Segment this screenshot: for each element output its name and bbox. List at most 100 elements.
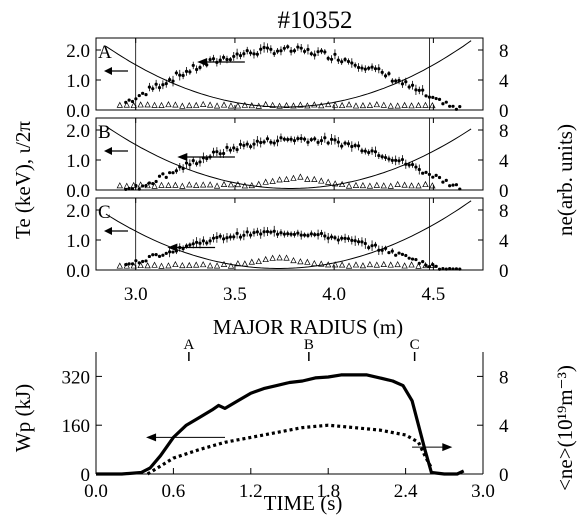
ne-point (429, 261, 436, 268)
te-point (458, 104, 462, 109)
te-point (154, 179, 158, 184)
ne-point (297, 101, 304, 108)
panel-label: C (98, 202, 111, 223)
te-point (157, 254, 162, 258)
figure-title: #10352 (278, 7, 353, 34)
panel-frame (95, 37, 484, 111)
te-point (130, 187, 135, 191)
ne-point (415, 182, 422, 189)
ne-point (137, 101, 144, 108)
ne-point (345, 262, 353, 269)
te-point (394, 253, 398, 257)
te-point (444, 267, 448, 271)
ne-point (158, 262, 165, 269)
ne-point (394, 102, 401, 109)
ne-point (311, 260, 318, 267)
axis-arrowhead (197, 58, 208, 66)
ne-point (151, 101, 158, 108)
te-point (127, 262, 131, 266)
ne-point (325, 101, 332, 108)
ne-point (415, 262, 422, 269)
te-point (400, 252, 405, 256)
ne-point (262, 255, 269, 263)
trace-x-tick-label: 1.2 (239, 481, 263, 502)
ne-point (345, 101, 353, 108)
ne-point (380, 260, 387, 268)
te-point (437, 267, 442, 271)
y-left-tick-label: 2.0 (66, 201, 90, 222)
trace-y-right-tick-label: 4 (499, 416, 509, 437)
ne-point (144, 101, 151, 108)
ne-point (186, 181, 193, 188)
te-point (407, 256, 411, 260)
ne-point (283, 254, 290, 261)
iota-curve (105, 200, 472, 269)
ne-point (248, 102, 255, 109)
ne-point (387, 102, 394, 109)
te-point (161, 253, 165, 257)
te-point (448, 184, 452, 188)
te-point (437, 175, 442, 180)
ne-point (206, 262, 214, 269)
te-point (151, 253, 155, 257)
ne-point (318, 260, 325, 267)
ne-point (199, 181, 207, 188)
ne-point (213, 262, 221, 269)
ne-point (408, 102, 415, 109)
te-point (141, 91, 145, 95)
trace-y-right-label: <ne>(10¹⁹m⁻³) (553, 365, 577, 491)
y-right-tick-label: 8 (499, 41, 509, 62)
ne-point (165, 262, 172, 269)
ne-point (429, 102, 436, 109)
ne-point (186, 261, 193, 269)
ne-point (408, 261, 415, 268)
panel-label: A (98, 42, 112, 63)
ne-point (338, 261, 346, 268)
ne-point (213, 182, 221, 189)
trace-x-tick-label: 1.8 (316, 481, 340, 502)
axis-arrowhead (104, 67, 112, 75)
te-point (431, 175, 435, 179)
ne-point (408, 182, 415, 189)
te-point (387, 251, 391, 255)
te-point (147, 254, 151, 259)
te-point (157, 174, 162, 178)
profile-x-tick-label: 4.0 (322, 284, 346, 305)
ne-point (325, 178, 332, 185)
ne-point (325, 261, 332, 268)
ne-point (241, 260, 249, 267)
ne-point (311, 101, 318, 108)
te-point (448, 266, 452, 271)
iota-curve (105, 125, 472, 189)
axis-arrowhead (177, 153, 188, 161)
ne-point (387, 261, 394, 268)
ne-point (304, 102, 311, 109)
te-point (424, 170, 428, 174)
y-left-tick-label: 2.0 (66, 41, 90, 62)
te-point (147, 181, 151, 185)
ne-point (193, 101, 200, 108)
ne-point (123, 262, 130, 269)
y-right-tick-label: 8 (499, 121, 509, 142)
ne-point (387, 182, 394, 189)
ne-point (276, 176, 283, 183)
ne-point (269, 254, 276, 261)
ne-point (422, 262, 429, 269)
ne-point (234, 260, 242, 267)
profile-x-tick-label: 4.5 (422, 284, 446, 305)
iota-curve (105, 40, 472, 108)
ne-point (179, 261, 186, 269)
te-point (451, 267, 455, 271)
te-point (434, 264, 438, 268)
ne-point (269, 177, 276, 184)
ne-point (394, 180, 401, 187)
te-point (144, 93, 148, 97)
te-point (458, 187, 462, 191)
profile-x-tick-label: 3.0 (124, 284, 148, 305)
ne-point (144, 262, 151, 269)
ne-point (186, 101, 193, 109)
ne-point (213, 102, 221, 109)
te-point (427, 95, 432, 99)
ne-point (429, 182, 436, 189)
